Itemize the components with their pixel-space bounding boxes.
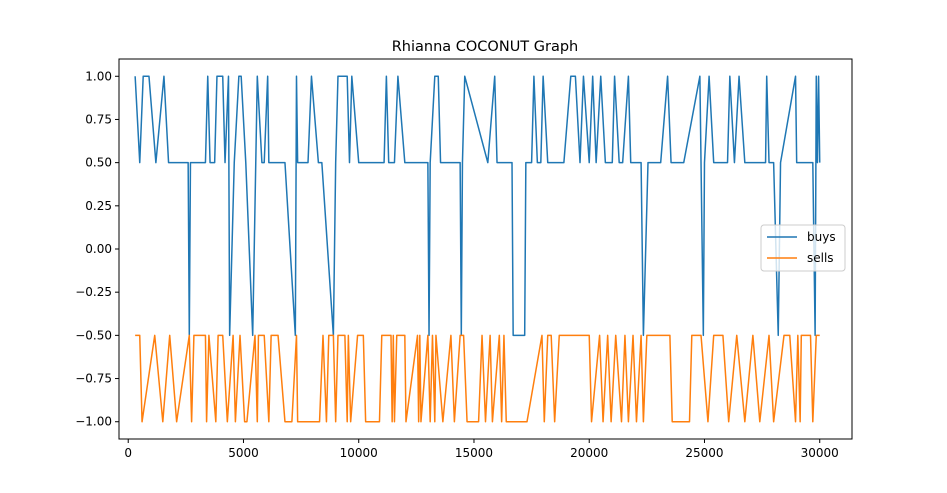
y-tick-label: 1.00 (85, 69, 112, 83)
x-axis-ticks: 0 5000 10000 15000 20000 25000 30000 (124, 439, 839, 460)
x-tick-label: 25000 (685, 446, 723, 460)
y-axis-ticks: 1.00 0.75 0.50 0.25 0.00 −0.25 −0.50 −0.75 −1.00 (75, 69, 119, 429)
chart-title: Rhianna COCONUT Graph (392, 39, 579, 55)
y-tick-label: 0.75 (85, 112, 112, 126)
legend-label-buys: buys (807, 230, 836, 244)
x-tick-label: 15000 (455, 446, 493, 460)
y-tick-label: −0.25 (75, 285, 112, 299)
y-tick-label: 0.50 (85, 156, 112, 170)
x-tick-label: 10000 (340, 446, 378, 460)
x-tick-label: 0 (124, 446, 132, 460)
y-tick-label: −0.50 (75, 328, 112, 342)
series-line-sells (135, 334, 820, 423)
series-line-buys (134, 75, 821, 337)
legend: buys sells (760, 224, 846, 272)
plot-series (134, 75, 821, 423)
y-tick-label: 0.25 (85, 199, 112, 213)
legend-label-sells: sells (807, 251, 834, 265)
y-tick-label: 0.00 (85, 242, 112, 256)
x-tick-label: 5000 (228, 446, 259, 460)
y-tick-label: −0.75 (75, 372, 112, 386)
x-tick-label: 30000 (801, 446, 839, 460)
y-tick-label: −1.00 (75, 415, 112, 429)
x-tick-label: 20000 (570, 446, 608, 460)
